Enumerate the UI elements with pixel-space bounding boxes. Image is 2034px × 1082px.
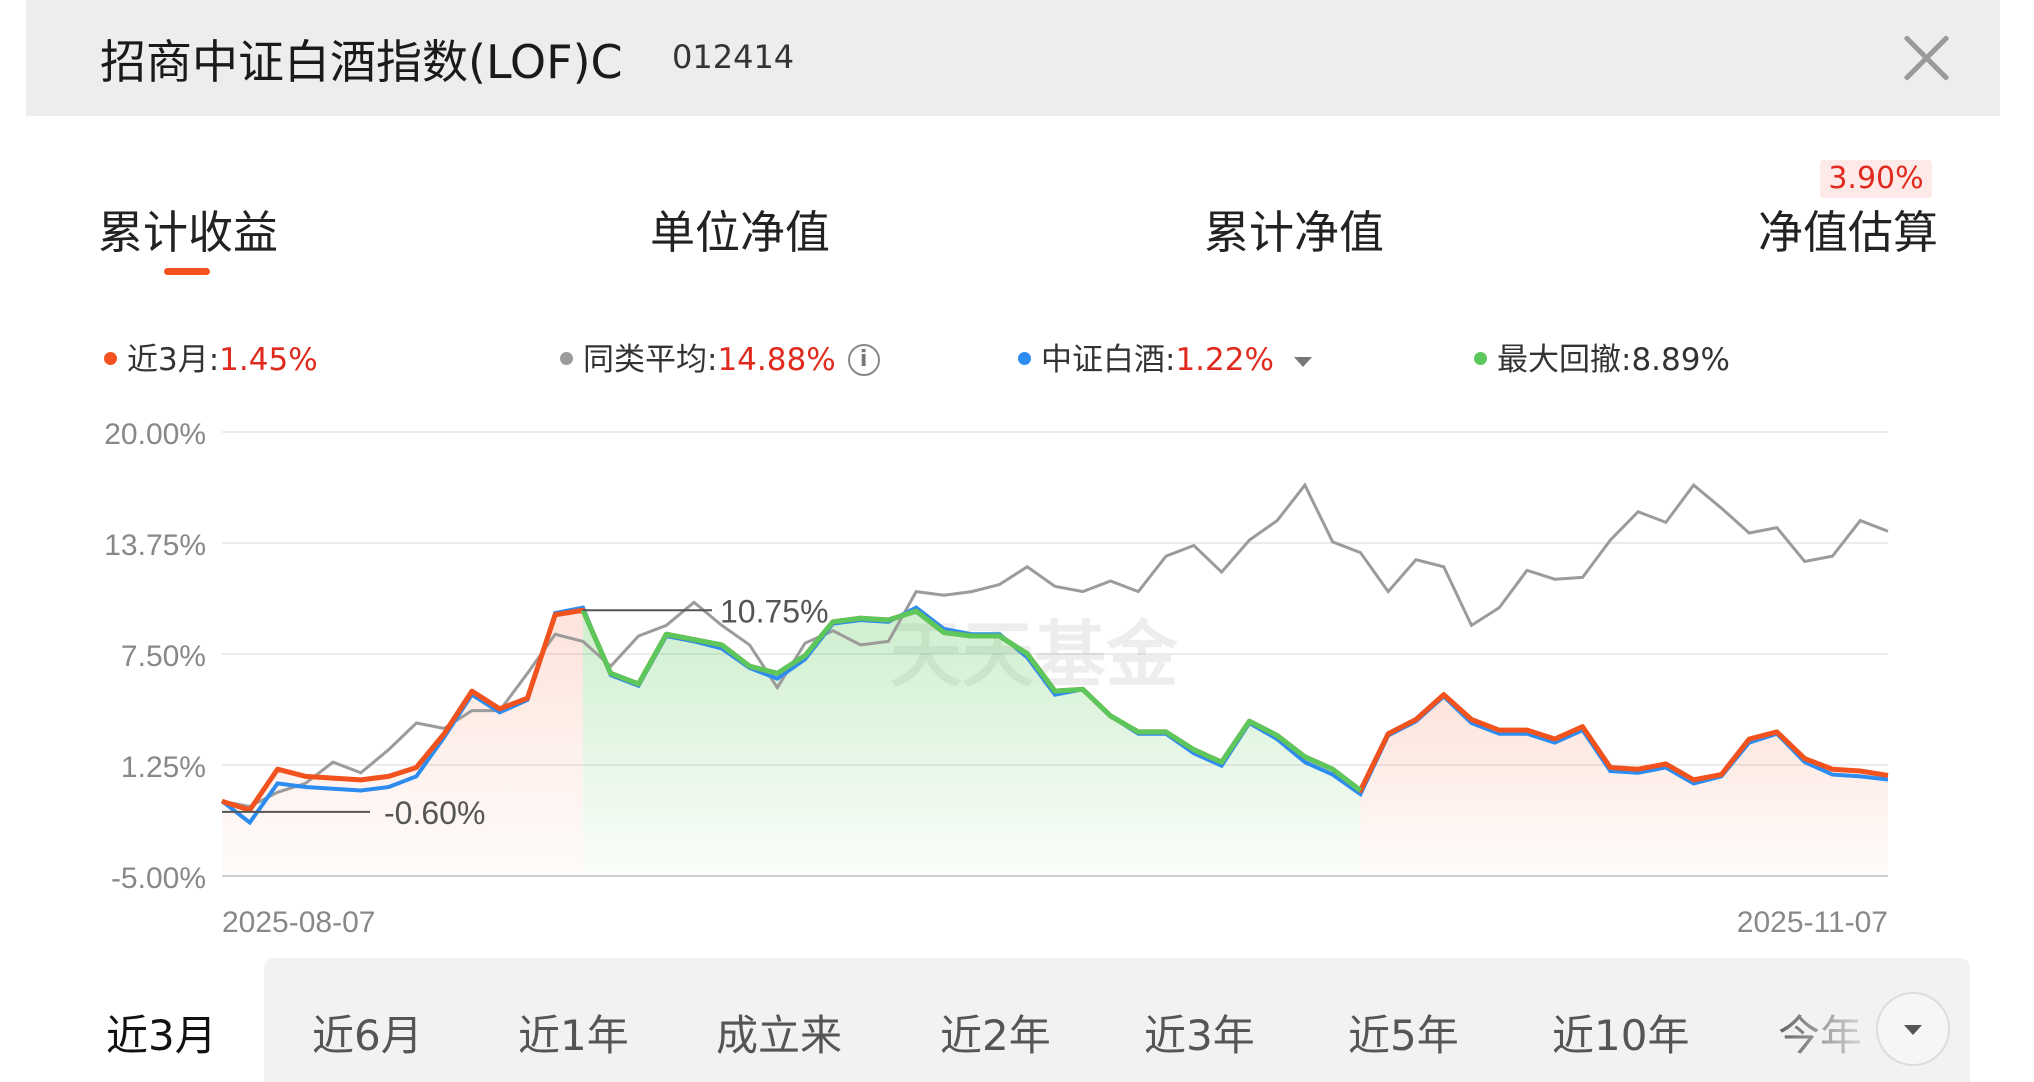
period-5y[interactable]: 近5年 [1348,1011,1459,1060]
legend-dot-index [1018,352,1031,365]
fund-name: 招商中证白酒指数(LOF)C [100,35,623,89]
fund-area-fill [1360,694,1888,876]
info-icon[interactable]: i [847,343,880,376]
period-2y[interactable]: 近2年 [940,1011,1051,1060]
legend-drawdown-value: 8.89% [1631,342,1730,378]
y-tick-label: 20.00% [104,418,206,451]
nav-estimate-badge: 3.90% [1820,160,1932,198]
legend-dot-fund [104,352,117,365]
legend-fund-value: 1.45% [219,342,318,378]
legend-dot-drawdown [1474,352,1487,365]
legend-peer-value: 14.88% [717,342,836,378]
legend-dot-peer [560,352,573,365]
period-since-inception[interactable]: 成立来 [716,1011,843,1060]
period-10y[interactable]: 近10年 [1552,1011,1690,1060]
y-tick-label: 13.75% [104,529,206,562]
drawdown-area-fill [582,610,1361,876]
period-1y[interactable]: 近1年 [518,1011,629,1060]
series-line-drawdown [580,608,1362,793]
legend-index[interactable]: 中证白酒:1.22% [1018,334,1312,379]
x-tick-label-start: 2025-08-07 [222,906,375,939]
legend-drawdown: 最大回撤:8.89% [1474,334,1730,379]
fund-area-fill [222,610,583,876]
legend-fund: 近3月:1.45% [104,334,318,379]
tab-nav-estimate[interactable]: 净值估算 [1758,206,1939,259]
annotation-min-label: -0.60% [384,795,485,831]
annotation-max-label: 10.75% [720,593,829,629]
fund-code: 012414 [672,38,795,76]
chevron-down-icon[interactable] [1876,992,1950,1066]
period-3m[interactable]: 近3月 [106,1011,217,1060]
period-3y[interactable]: 近3年 [1144,1011,1255,1060]
period-scroll-fade [1766,980,1886,1060]
legend-fund-label: 近3月: [127,342,220,378]
legend-index-label: 中证白酒: [1041,342,1176,378]
return-chart[interactable]: 20.00% 13.75% 7.50% 1.25% -5.00% 2025-08-07 20… [0,0,2034,950]
y-tick-label: -5.00% [111,862,206,895]
series-line-index [220,605,1889,826]
legend-peer-label: 同类平均: [583,342,718,378]
caret-down-icon[interactable] [1293,356,1312,367]
period-6m[interactable]: 近6月 [312,1011,423,1060]
y-tick-label: 1.25% [121,751,206,784]
tab-accumulated-nav[interactable]: 累计净值 [1204,206,1385,259]
tab-cumulative-return[interactable]: 累计收益 [98,206,279,259]
period-selector [264,958,1970,1082]
x-tick-label-end: 2025-11-07 [1737,906,1888,939]
fund-header: 招商中证白酒指数(LOF)C 012414 [26,0,2000,116]
active-tab-indicator [164,268,210,275]
y-tick-label: 7.50% [121,640,206,673]
legend-index-value: 1.22% [1175,342,1274,378]
tab-unit-nav[interactable]: 单位净值 [650,206,831,259]
legend-peer: 同类平均:14.88% i [560,334,880,379]
legend-drawdown-label: 最大回撤: [1497,342,1632,378]
